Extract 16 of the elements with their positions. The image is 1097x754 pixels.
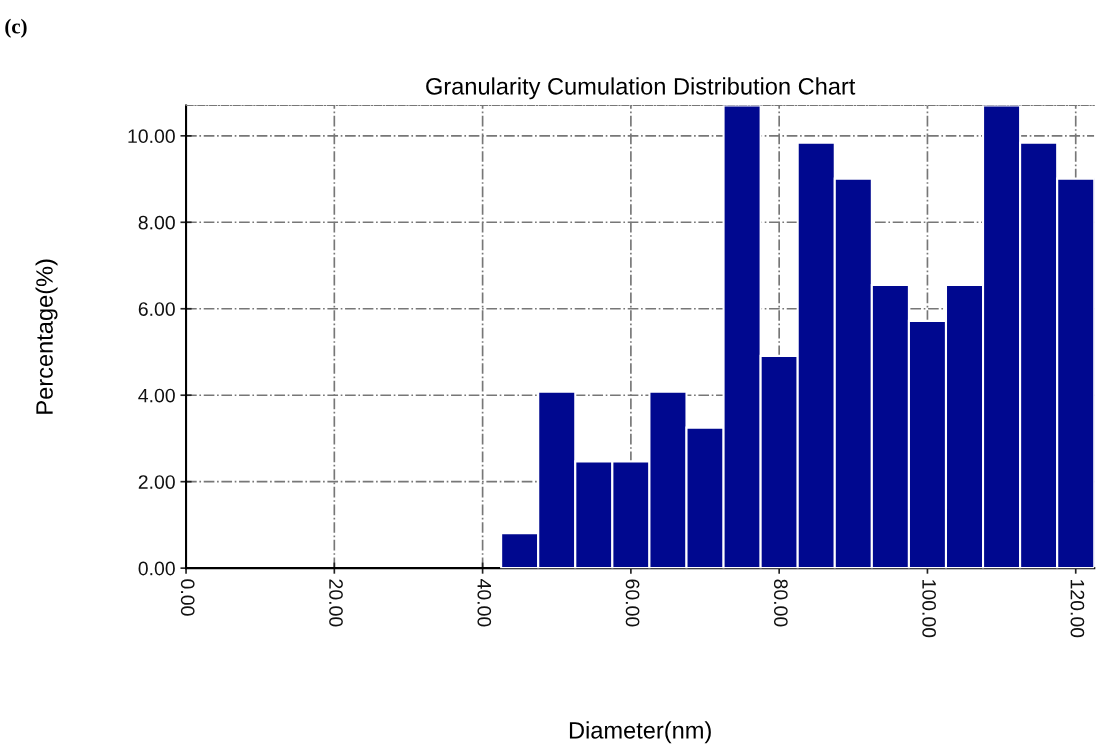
x-tick-label: 100.00 <box>922 580 936 638</box>
y-tick-label: 2.00 <box>138 475 175 489</box>
x-tick-label: 20.00 <box>329 579 343 627</box>
x-tick-label: 60.00 <box>625 579 640 627</box>
x-axis-title: Diameter(nm) <box>569 721 711 744</box>
y-tick-label: 6.00 <box>138 302 175 316</box>
y-tick-label: 0.00 <box>138 561 175 576</box>
x-tick-label: 120.00 <box>1070 580 1085 638</box>
chart-title: Granularity Cumulation Distribution Chart <box>426 77 856 100</box>
x-tick-label: 40.00 <box>477 579 492 627</box>
y-tick-label: 4.00 <box>138 388 175 403</box>
y-axis-title: Percentage(%) <box>35 259 58 414</box>
y-tick-label: 10.00 <box>128 129 175 144</box>
x-tick-label: 80.00 <box>773 579 788 627</box>
y-tick-label: 8.00 <box>138 215 175 230</box>
text: (c) <box>5 18 27 38</box>
